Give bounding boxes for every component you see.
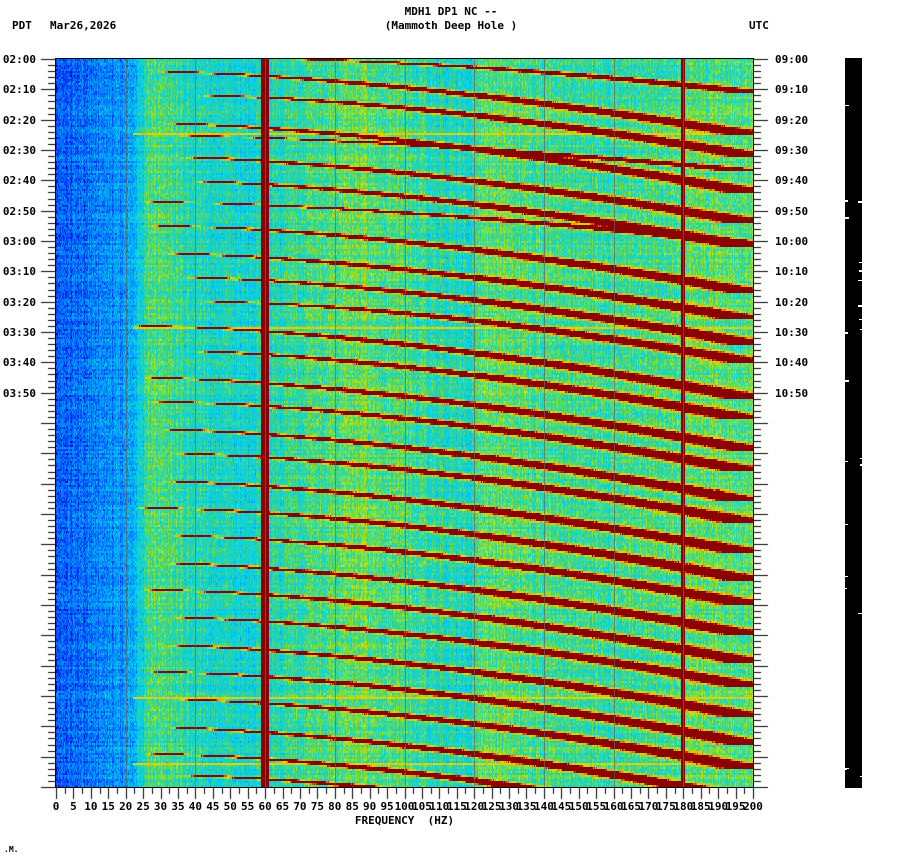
spectrogram-plot[interactable]	[55, 58, 754, 788]
left-time-tick-label: 03:10	[2, 265, 36, 279]
frequency-tick-label: 120	[464, 800, 485, 813]
right-time-tick-label: 10:40	[775, 356, 809, 370]
frequency-tick-label: 65	[275, 800, 290, 813]
left-time-tick-label: 02:00	[2, 53, 36, 66]
frequency-tick-label: 130	[499, 800, 519, 813]
frequency-tick-label: 55	[241, 800, 255, 813]
frequency-tick-label: 10	[84, 800, 98, 813]
frequency-tick-label: 35	[171, 800, 185, 813]
frequency-tick-label: 175	[655, 800, 676, 813]
frequency-tick-label: 125	[481, 800, 502, 813]
right-time-tick-label: 09:10	[775, 83, 809, 97]
frequency-tick-label: 170	[638, 800, 659, 813]
frequency-tick-label: 80	[328, 800, 342, 813]
frequency-tick-label: 105	[411, 800, 432, 813]
left-time-tick-label: 03:00	[2, 235, 36, 248]
right-timezone-label: UTC	[749, 19, 769, 32]
frequency-tick-label: 115	[446, 800, 467, 813]
frequency-tick-label: 165	[621, 800, 641, 813]
frequency-tick-label: 85	[345, 800, 359, 813]
left-time-tick-label: 02:10	[2, 83, 36, 97]
frequency-tick-label: 190	[708, 800, 729, 813]
left-time-tick-label: 03:40	[2, 356, 36, 370]
frequency-tick-label: 75	[310, 800, 324, 813]
frequency-tick-label: 100	[394, 800, 415, 813]
frequency-tick-label: 150	[568, 800, 589, 813]
saturation-strip-image	[845, 58, 862, 788]
station-title: MDH1 DP1 NC --	[404, 5, 498, 18]
frequency-tick-label: 140	[533, 800, 554, 813]
left-time-tick-label: 03:50	[2, 386, 36, 400]
frequency-axis	[55, 788, 755, 802]
frequency-tick-label: 40	[188, 800, 203, 813]
frequency-tick-label: 5	[70, 800, 77, 813]
frequency-axis-title: FREQUENCY (HZ)	[354, 814, 455, 827]
corner-mark: .M.	[4, 845, 19, 854]
left-time-tick-label: 02:20	[2, 113, 36, 127]
frequency-tick-label: 110	[429, 800, 450, 813]
frequency-tick-label: 135	[516, 800, 537, 813]
left-time-axis	[38, 58, 55, 790]
right-time-tick-label: 09:50	[775, 204, 809, 218]
frequency-tick-label: 20	[119, 800, 133, 813]
frequency-tick-label: 15	[101, 800, 115, 813]
frequency-tick-label: 50	[223, 800, 237, 813]
saturation-strip	[845, 58, 862, 788]
right-time-tick-label: 10:20	[775, 295, 809, 309]
right-time-tick-label: 10:50	[775, 386, 809, 400]
frequency-tick-label: 145	[551, 800, 572, 813]
left-timezone-label: PDT	[12, 19, 32, 32]
right-time-tick-label: 09:40	[775, 174, 809, 188]
frequency-tick-label: 200	[743, 800, 763, 813]
frequency-tick-label: 70	[293, 800, 307, 813]
spectrogram-image	[56, 59, 753, 787]
frequency-tick-label: 195	[725, 800, 746, 813]
right-time-tick-label: 09:20	[775, 113, 809, 127]
left-time-tick-label: 02:40	[2, 174, 36, 188]
frequency-tick-label: 25	[136, 800, 150, 813]
left-time-tick-label: 03:30	[2, 326, 36, 339]
right-time-tick-label: 09:00	[775, 53, 809, 66]
frequency-tick-label: 30	[153, 800, 168, 813]
frequency-tick-label: 60	[258, 800, 272, 813]
frequency-tick-label: 155	[586, 800, 607, 813]
left-time-tick-label: 02:50	[2, 204, 36, 218]
station-subtitle: (Mammoth Deep Hole )	[384, 19, 518, 32]
left-time-tick-label: 03:20	[2, 295, 36, 309]
right-time-tick-label: 10:30	[775, 326, 809, 339]
left-time-tick-label: 02:30	[2, 144, 36, 157]
frequency-tick-label: 185	[690, 800, 711, 813]
frequency-tick-label: 180	[673, 800, 694, 813]
right-time-tick-label: 10:10	[775, 265, 809, 279]
date-label: Mar26,2026	[50, 19, 117, 32]
right-time-tick-label: 10:00	[775, 235, 809, 248]
frequency-tick-label: 45	[206, 800, 220, 813]
right-time-axis	[754, 58, 771, 790]
frequency-tick-label: 160	[603, 800, 624, 813]
right-time-tick-label: 09:30	[775, 144, 809, 157]
frequency-tick-label: 90	[363, 800, 377, 813]
frequency-tick-label: 95	[380, 800, 394, 813]
frequency-tick-label: 0	[52, 800, 60, 813]
